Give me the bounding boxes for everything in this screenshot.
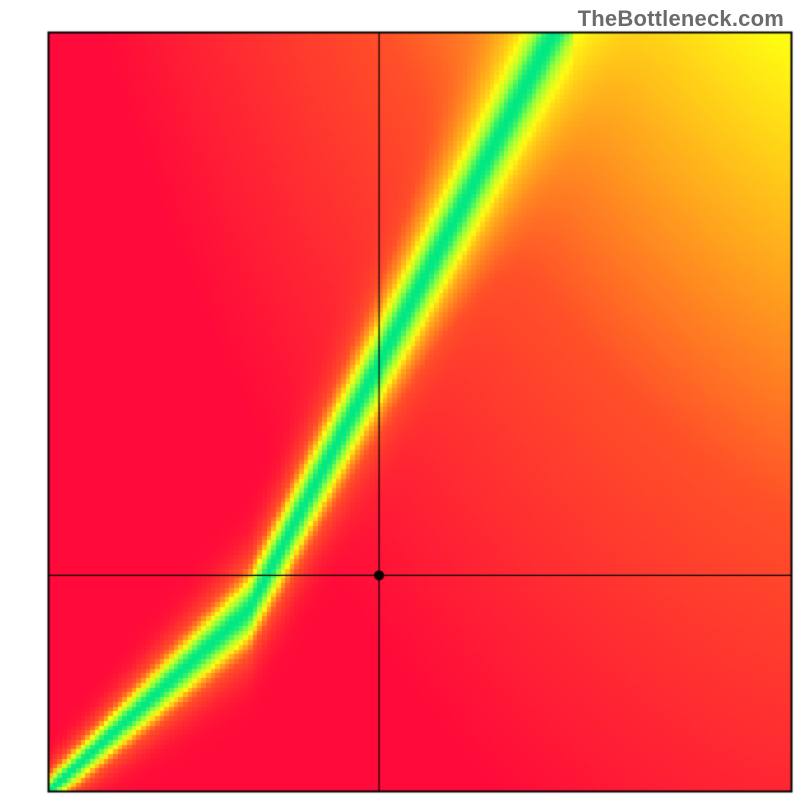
watermark-text: TheBottleneck.com bbox=[578, 6, 784, 32]
bottleneck-heatmap-canvas bbox=[0, 0, 800, 800]
chart-container: TheBottleneck.com bbox=[0, 0, 800, 800]
